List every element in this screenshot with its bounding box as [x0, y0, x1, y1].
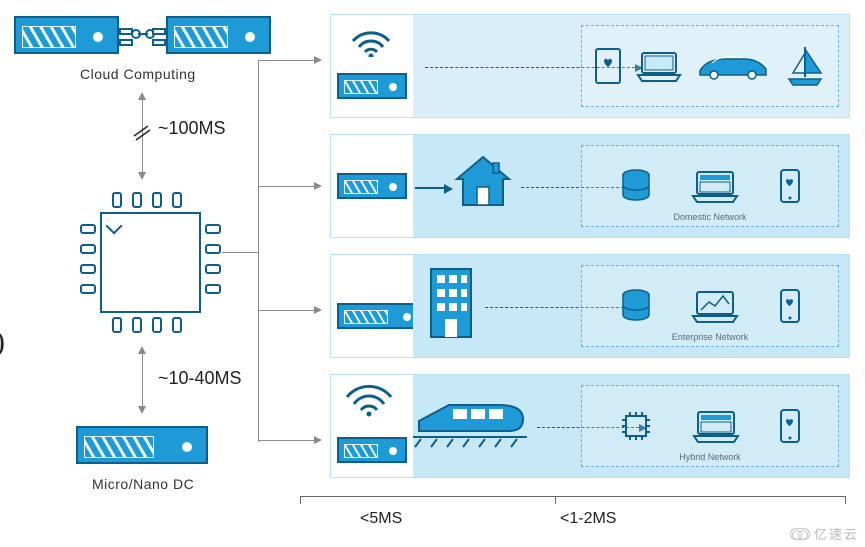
edge-dc-icon: [337, 73, 407, 99]
latency-slash-icon: [132, 122, 152, 142]
laptop-graph-icon: [689, 288, 741, 324]
building-icon: [425, 263, 477, 343]
row-enterprise: Enterprise Network: [330, 254, 850, 358]
latency-top-label: ~100MS: [158, 118, 226, 139]
house-icon: [453, 153, 513, 213]
row-domestic: Domestic Network: [330, 134, 850, 238]
laptop-window-icon: [689, 168, 741, 204]
sailboat-icon: [783, 43, 827, 89]
laptop-icon: [634, 49, 684, 83]
edge-dc-icon: [337, 303, 421, 329]
latency-line-bottom: [142, 350, 143, 410]
device-panel: Domestic Network: [581, 145, 839, 227]
row-hybrid: Hybrid Network: [330, 374, 850, 478]
wifi-icon: [341, 379, 397, 417]
bracket-label-2: <1-2MS: [560, 510, 616, 528]
network-rows: Domestic Network: [330, 14, 853, 494]
solid-arrow: [415, 187, 445, 189]
bracket-label-1: <5MS: [360, 510, 402, 528]
panel-caption: Enterprise Network: [582, 332, 838, 342]
phone-heart-icon: [778, 407, 802, 445]
tablet-heart-icon: [593, 46, 623, 86]
car-icon: [694, 51, 772, 81]
wifi-icon: [349, 25, 393, 57]
train-icon: [409, 395, 529, 449]
phone-heart-icon: [778, 287, 802, 325]
watermark-text: 亿速云: [814, 524, 859, 543]
chip-small-icon: [618, 408, 654, 444]
watermark: 亿速云: [790, 524, 859, 543]
watermark-logo-icon: [790, 528, 810, 540]
cloud-dc-right: [166, 16, 271, 54]
cloud-computing-label: Cloud Computing: [80, 66, 196, 82]
database-icon: [619, 288, 653, 324]
database-icon: [619, 168, 653, 204]
micro-nano-dc-label: Micro/Nano DC: [92, 476, 194, 492]
connector-trunk: [222, 252, 258, 253]
soc-chip-icon: [78, 190, 223, 335]
cloud-dc-left: [14, 16, 119, 54]
arrow-up-icon: [138, 92, 146, 100]
micro-nano-dc-icon: [76, 426, 208, 464]
device-panel: Enterprise Network: [581, 265, 839, 347]
arrow-down-icon: [138, 406, 146, 414]
stray-paren: ): [0, 325, 5, 359]
device-panel: [581, 25, 839, 107]
left-column: Cloud Computing ~100MS ~10-40MS: [8, 10, 283, 500]
laptop-window-icon: [690, 408, 742, 444]
device-panel: Hybrid Network: [581, 385, 839, 467]
panel-caption: Hybrid Network: [582, 452, 838, 462]
edge-dc-icon: [337, 437, 407, 463]
arrow-up-icon: [138, 346, 146, 354]
latency-bottom-label: ~10-40MS: [158, 368, 242, 389]
phone-heart-icon: [778, 167, 802, 205]
edge-dc-icon: [337, 173, 407, 199]
latency-bracket: <5MS <1-2MS: [300, 496, 845, 526]
row-consumer: [330, 14, 850, 118]
arrow-down-icon: [138, 172, 146, 180]
panel-caption: Domestic Network: [582, 212, 838, 222]
connector-vertical: [258, 60, 259, 442]
